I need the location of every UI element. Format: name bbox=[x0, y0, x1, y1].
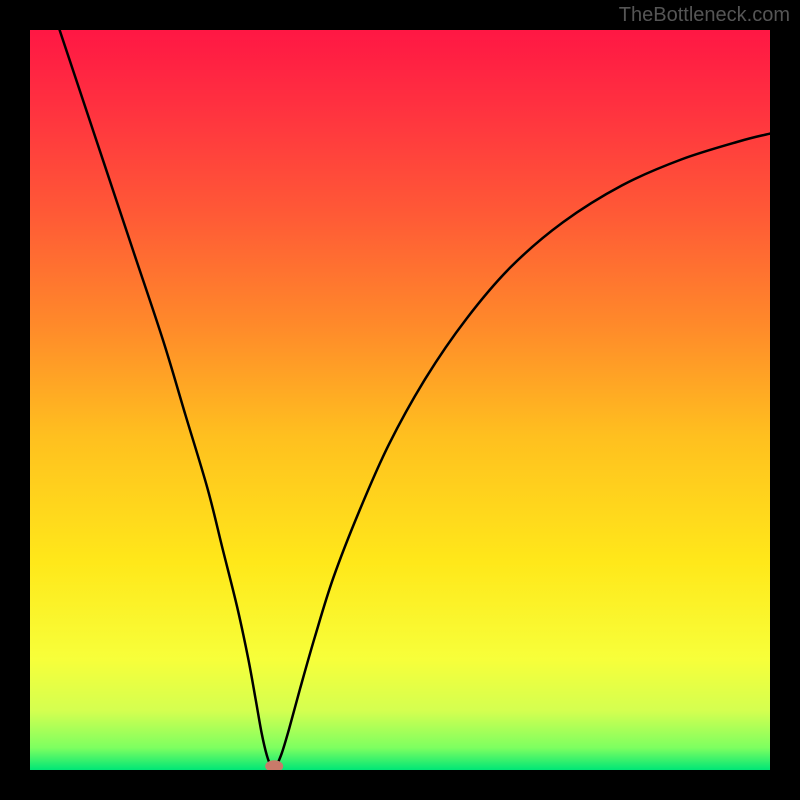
chart-canvas bbox=[0, 0, 800, 800]
bottleneck-chart: TheBottleneck.com bbox=[0, 0, 800, 800]
plot-background bbox=[30, 30, 770, 770]
